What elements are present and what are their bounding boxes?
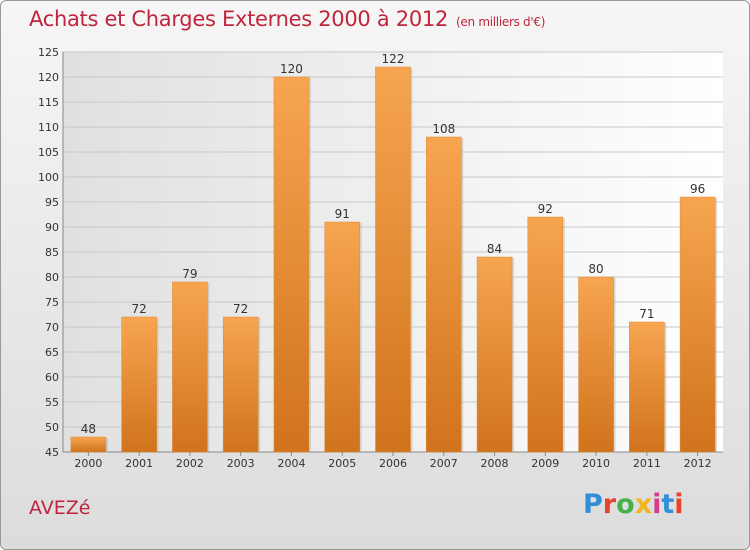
chart-title: Achats et Charges Externes 2000 à 2012 (e… — [29, 7, 545, 31]
y-tick-label: 110 — [38, 121, 59, 134]
x-tick-label: 2006 — [379, 457, 407, 470]
bar-value-label: 108 — [432, 122, 455, 136]
bar — [70, 436, 107, 453]
y-tick-label: 65 — [45, 346, 59, 359]
logo-letter: i — [674, 489, 684, 520]
x-tick-label: 2008 — [481, 457, 509, 470]
bar — [527, 216, 564, 453]
bar-value-label: 84 — [487, 242, 502, 256]
y-tick-label: 70 — [45, 321, 59, 334]
bar-value-label: 79 — [182, 267, 197, 281]
bar — [629, 321, 665, 453]
place-name: AVEZé — [29, 497, 91, 519]
y-tick-label: 80 — [45, 271, 59, 284]
bar — [172, 281, 208, 453]
bar-value-label: 72 — [233, 302, 248, 316]
bar-value-label: 91 — [335, 207, 350, 221]
x-tick-label: 2010 — [582, 457, 610, 470]
logo-letter: r — [602, 489, 617, 520]
y-tick-label: 95 — [45, 196, 59, 209]
logo-letter: o — [616, 489, 635, 520]
bar — [375, 66, 411, 453]
bar — [578, 276, 614, 453]
bar-value-label: 92 — [538, 202, 553, 216]
y-tick-label: 45 — [45, 446, 59, 459]
bar — [222, 316, 259, 453]
title-unit: (en milliers d'€) — [456, 15, 546, 29]
logo-letter: P — [583, 489, 603, 520]
x-tick-label: 2005 — [328, 457, 356, 470]
bar — [426, 136, 462, 453]
bar-value-label: 48 — [81, 422, 96, 436]
x-tick-label: 2001 — [125, 457, 153, 470]
x-tick-label: 2009 — [531, 457, 559, 470]
logo-letter: x — [634, 489, 653, 520]
bar — [679, 196, 716, 453]
bar-value-label: 122 — [382, 52, 405, 66]
bar — [324, 221, 360, 453]
y-tick-label: 120 — [38, 71, 59, 84]
bar — [273, 76, 310, 453]
bar-value-label: 80 — [588, 262, 603, 276]
logo-letter: i — [652, 489, 662, 520]
x-tick-label: 2002 — [176, 457, 204, 470]
bar — [121, 316, 157, 453]
y-tick-label: 50 — [45, 421, 59, 434]
bar — [476, 256, 513, 453]
x-tick-label: 2003 — [227, 457, 255, 470]
y-tick-label: 115 — [38, 96, 59, 109]
x-tick-label: 2000 — [74, 457, 102, 470]
bar-value-label: 120 — [280, 62, 303, 76]
y-tick-label: 105 — [38, 146, 59, 159]
y-tick-label: 100 — [38, 171, 59, 184]
x-tick-label: 2012 — [684, 457, 712, 470]
proxiti-logo: Proxiti — [583, 489, 684, 520]
x-tick-label: 2011 — [633, 457, 661, 470]
bar-value-label: 96 — [690, 182, 705, 196]
title-main: Achats et Charges Externes 2000 à 2012 — [29, 7, 449, 31]
y-tick-label: 85 — [45, 246, 59, 259]
y-tick-label: 60 — [45, 371, 59, 384]
y-tick-label: 75 — [45, 296, 59, 309]
x-tick-label: 2007 — [430, 457, 458, 470]
y-tick-label: 125 — [38, 46, 59, 59]
y-tick-label: 90 — [45, 221, 59, 234]
x-tick-label: 2004 — [277, 457, 305, 470]
bar-value-label: 71 — [639, 307, 654, 321]
logo-letter: t — [661, 489, 675, 520]
bar-value-label: 72 — [132, 302, 147, 316]
y-tick-label: 55 — [45, 396, 59, 409]
